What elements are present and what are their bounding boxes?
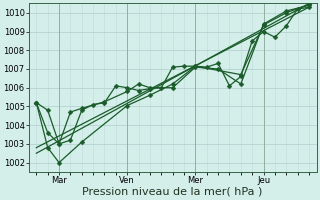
X-axis label: Pression niveau de la mer( hPa ): Pression niveau de la mer( hPa ): [83, 187, 263, 197]
